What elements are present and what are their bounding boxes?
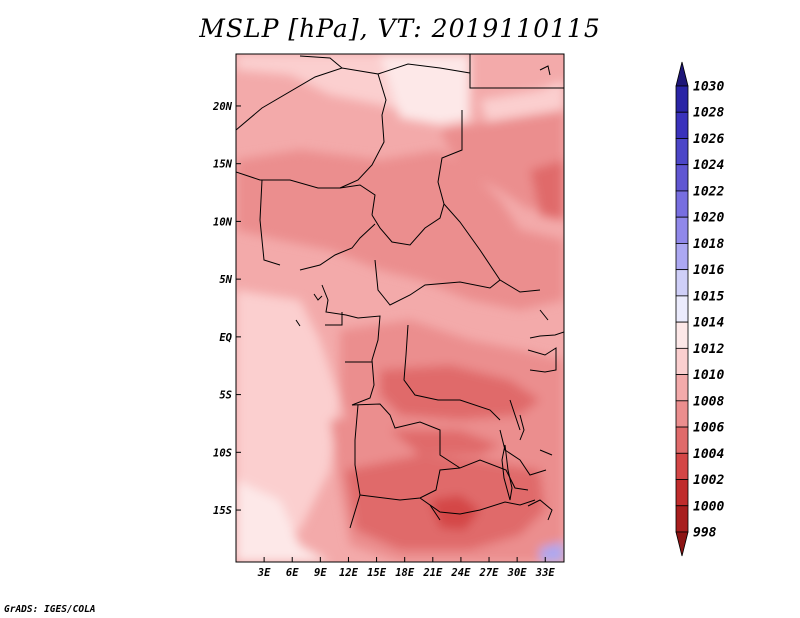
- lon-tick-label: 21E: [422, 567, 443, 579]
- colorbar-cell: [675, 426, 689, 454]
- lon-tick-label: 6E: [286, 567, 299, 579]
- colorbar-level-label: 1014: [693, 316, 724, 331]
- lon-tick-label: 18E: [395, 567, 415, 579]
- colorbar-cell: [675, 505, 689, 533]
- colorbar-level-label: 1006: [693, 421, 724, 436]
- lon-tick-label: 33E: [535, 567, 556, 579]
- colorbar-cell: [675, 347, 689, 375]
- lat-tick-label: 10N: [213, 216, 233, 228]
- colorbar-level-label: 1016: [693, 263, 724, 278]
- colorbar-level-label: 1030: [693, 80, 724, 95]
- lat-tick-label: 15N: [213, 159, 233, 171]
- lon-tick-label: 9E: [314, 567, 327, 579]
- colorbar-cell: [675, 243, 689, 271]
- colorbar-level-label: 1020: [693, 211, 724, 226]
- colorbar-cell: [675, 400, 689, 428]
- map-title: MSLP [hPa], VT: 2019110115: [199, 14, 601, 43]
- colorbar-level-label: 1010: [693, 368, 724, 383]
- lat-tick-label: 15S: [213, 505, 232, 517]
- lat-ticks: 20N 15N 10N 5N EQ 5S 10S 15S: [212, 101, 241, 517]
- lon-tick-label: 27E: [479, 567, 500, 579]
- colorbar-cell: [675, 452, 689, 480]
- country-borders: [236, 54, 564, 529]
- colorbar-level-label: 1015: [693, 289, 724, 304]
- colorbar-cell: [675, 190, 689, 218]
- colorbar-cell: [675, 269, 689, 297]
- colorbar-level-label: 1024: [693, 158, 724, 173]
- colorbar-level-label: 1004: [693, 447, 724, 462]
- colorbar-cell: [675, 85, 689, 113]
- colorbar-cell: [675, 164, 689, 192]
- colorbar-cell: [675, 61, 689, 87]
- lon-tick-label: 15E: [367, 567, 387, 579]
- lon-tick-label: 3E: [257, 567, 271, 579]
- colorbar-level-label: 1002: [693, 473, 724, 488]
- colorbar-level-label: 1018: [693, 237, 724, 252]
- colorbar-cell: [675, 295, 689, 323]
- colorbar-cell: [675, 479, 689, 507]
- lat-tick-label: EQ: [219, 332, 232, 344]
- lat-tick-label: 10S: [213, 447, 232, 459]
- colorbar-cell: [675, 111, 689, 139]
- colorbar-level-label: 998: [693, 526, 717, 541]
- colorbar-cell: [675, 138, 689, 166]
- colorbar-cell: [675, 531, 689, 557]
- colorbar-cell: [675, 321, 689, 349]
- lat-tick-label: 20N: [212, 101, 233, 113]
- lon-tick-label: 30E: [507, 567, 528, 579]
- grads-credit: GrADS: IGES/COLA: [4, 604, 96, 615]
- colorbar-level-label: 1000: [693, 499, 724, 514]
- pressure-field: [236, 54, 564, 562]
- colorbar-level-label: 1028: [693, 106, 724, 121]
- colorbar-level-label: 1022: [693, 184, 724, 199]
- colorbar-level-label: 1012: [693, 342, 724, 357]
- lat-tick-label: 5S: [219, 390, 232, 402]
- colorbar-level-label: 1008: [693, 394, 724, 409]
- lon-tick-label: 12E: [339, 567, 359, 579]
- lon-tick-label: 24E: [450, 567, 471, 579]
- lon-ticks: 3E 6E 9E 12E 15E 18E 21E 24E 27E 30E 33E: [257, 557, 556, 579]
- map-frame: [235, 53, 565, 563]
- colorbar-cell: [675, 374, 689, 402]
- lat-tick-label: 5N: [219, 274, 232, 286]
- colorbar-cell: [675, 216, 689, 244]
- colorbar-level-label: 1026: [693, 132, 724, 147]
